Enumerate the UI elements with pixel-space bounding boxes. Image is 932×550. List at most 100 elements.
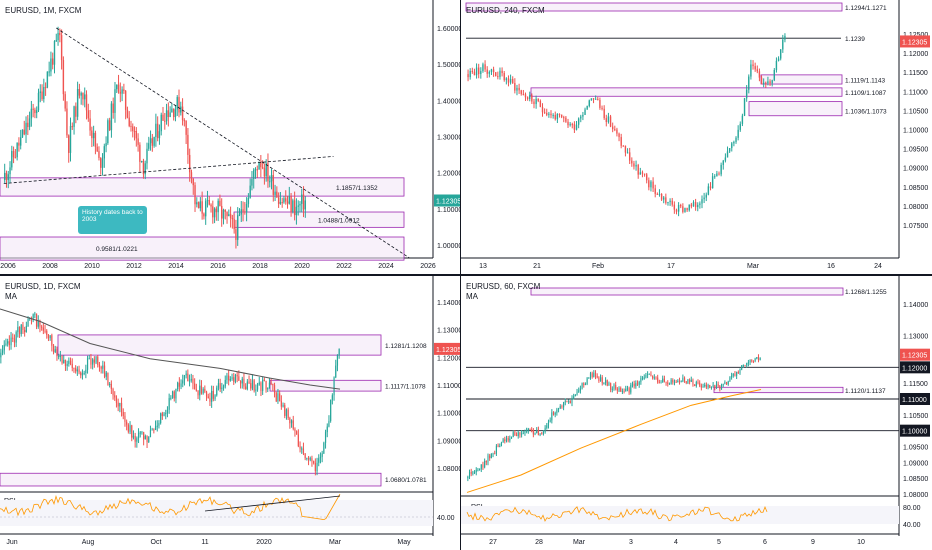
monthly-candle [247,197,250,205]
daily-candle [37,320,39,327]
monthly-candle [149,138,152,144]
daily-candle [173,391,175,399]
h4-candle [667,202,669,204]
h4-candle [520,90,522,94]
monthly-xtick: 2008 [42,263,58,270]
h1-candle [547,421,550,426]
monthly-candle [108,120,111,131]
monthly-candle [174,109,177,118]
h1-candle [707,384,709,388]
h4-ytick: 1.07500 [903,223,928,230]
daily-candle [330,399,332,421]
daily-candle [255,389,257,391]
h1-candle [616,388,618,391]
monthly-candle [181,106,184,121]
h4-candle [516,87,518,91]
daily-candle [119,402,121,407]
panel-h1[interactable]: 1.1268/1.1255 1.1120/1.1137 1.12000 1.11000… [461,276,932,550]
h4-title: EURUSD, 240, FXCM [466,6,545,15]
zone-1119-1143 [760,74,843,85]
daily-candle [88,358,90,360]
h4-candle [660,193,663,200]
daily-candle [134,435,136,442]
monthly-candle [206,200,209,202]
h1-candle [549,420,551,422]
daily-candle [24,329,26,333]
daily-candle [136,438,138,442]
daily-candle [289,417,291,424]
daily-candle [71,363,73,369]
h4-xtick: 21 [533,263,541,270]
monthly-candle [192,178,194,186]
h4-candle [675,209,678,212]
h1-candle [694,384,696,387]
monthly-candle [242,209,244,212]
h4-candle [480,71,482,75]
h4-candle [543,112,546,114]
h1-candle [529,428,531,430]
h4-candle [507,78,510,83]
daily-candle [25,326,27,333]
h1-candle [751,360,753,362]
daily-candle [68,360,70,364]
h1-candle [668,383,670,385]
h4-candle [550,113,552,116]
h1-candle [727,381,729,385]
h1-candle [554,412,556,415]
daily-candle [18,326,21,335]
daily-candle [54,349,56,353]
monthly-xtick: 2018 [252,263,268,270]
daily-candle [139,432,141,434]
monthly-candle [165,110,168,122]
h1-candle [484,460,486,468]
h1-candle [715,384,718,388]
daily-candle [228,375,230,381]
h4-candle [714,176,716,178]
h4-xtick: 16 [827,263,835,270]
h4-candle [558,113,561,115]
monthly-candle [286,201,289,204]
h1-candle [710,386,712,388]
daily-candle [200,385,203,394]
monthly-candle [153,136,155,146]
h4-candle [760,77,763,85]
h4-candle [733,141,735,144]
h1-candle [754,358,756,362]
h1-candle [600,377,602,382]
monthly-candle [188,154,191,173]
h1-candle [675,381,677,383]
panel-daily[interactable]: 1.1281/1.1208 1.1117/1.1078 1.0680/1.0781 1… [0,276,460,550]
monthly-candle [208,200,210,205]
h1-candle [660,382,662,384]
h1-candle [618,387,620,391]
zone-1294-1271 [465,2,843,12]
daily-candle [151,429,153,431]
h4-candle [509,78,512,83]
h4-candle [597,98,599,100]
h1-candle [631,383,634,385]
daily-candle [100,366,102,369]
daily-candle [90,358,92,365]
h1-candle [569,401,571,404]
monthly-candle [16,142,18,158]
h1-candle [564,401,566,403]
zone-0680-0781 [0,472,382,487]
monthly-candle [254,169,257,171]
h1-candle [563,402,565,408]
panel-monthly[interactable]: 1.1857/1.1352 1.0488/1.0912 0.9581/1.0221 1… [0,0,460,274]
daily-rsi-tick: 40.00 [437,515,455,522]
h4-candle [535,98,537,105]
h1-candle [519,432,521,435]
h1-candle [726,382,728,385]
panel-h4[interactable]: 1.1294/1.1271 1.1239 1.1119/1.1143 1.1109/1… [461,0,932,274]
daily-candle [245,386,247,390]
h4-candle [488,71,491,74]
h4-candle [701,199,703,204]
daily-candle [304,453,306,459]
monthly-candle [36,110,38,114]
daily-ytick: 1.08000 [437,466,460,473]
h4-candle [718,173,720,175]
h4-candle [677,205,680,212]
h1-candle [474,472,476,474]
history-callout: History dates back to 2003 [78,206,147,234]
